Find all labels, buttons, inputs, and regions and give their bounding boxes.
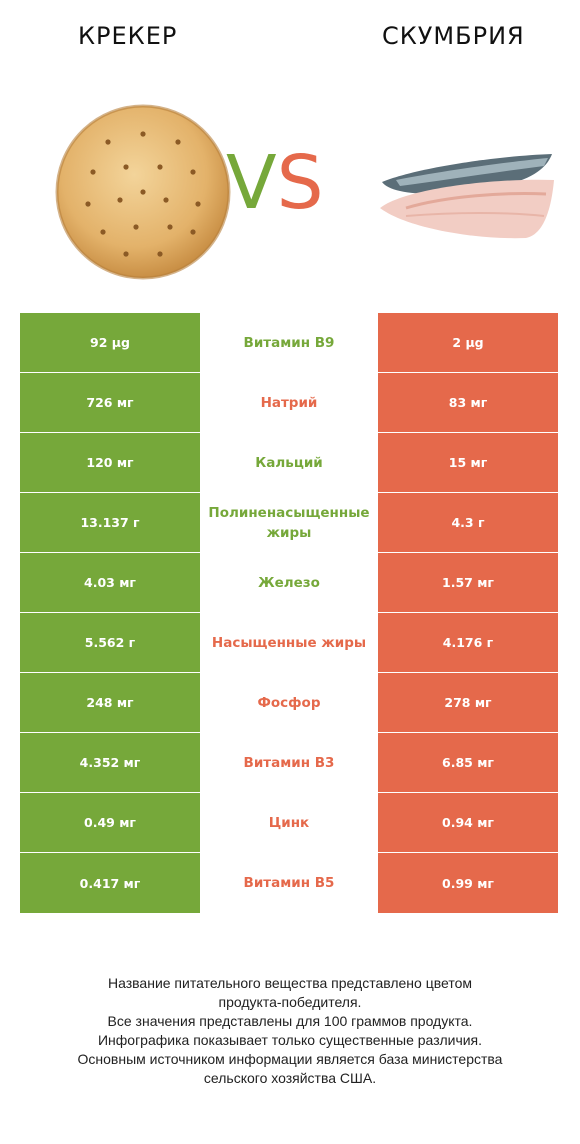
- table-row: 726 мг Натрий 83 мг: [20, 373, 558, 433]
- cracker-hole: [140, 189, 146, 195]
- left-value: 248 мг: [20, 673, 200, 733]
- cracker-hole: [133, 224, 139, 230]
- table-row: 13.137 г Полиненасыщенные жиры 4.3 г: [20, 493, 558, 553]
- nutrient-label: Кальций: [200, 433, 378, 493]
- right-value: 2 µg: [378, 313, 558, 373]
- right-value: 1.57 мг: [378, 553, 558, 613]
- nutrient-label: Цинк: [200, 793, 378, 853]
- comparison-table: 92 µg Витамин B9 2 µg 726 мг Натрий 83 мг 120 …: [20, 313, 558, 913]
- cracker-hole: [123, 251, 129, 257]
- product-left-title: КРЕКЕР: [78, 22, 178, 50]
- cracker-hole: [190, 169, 196, 175]
- cracker-hole: [85, 201, 91, 207]
- footnote-line: Все значения представлены для 100 граммо…: [107, 1013, 473, 1029]
- cracker-hole: [157, 251, 163, 257]
- vs-label: VS: [226, 128, 324, 238]
- right-value: 0.94 мг: [378, 793, 558, 853]
- table-row: 5.562 г Насыщенные жиры 4.176 г: [20, 613, 558, 673]
- right-value: 278 мг: [378, 673, 558, 733]
- left-value: 5.562 г: [20, 613, 200, 673]
- left-value: 0.49 мг: [20, 793, 200, 853]
- table-row: 120 мг Кальций 15 мг: [20, 433, 558, 493]
- mackerel-image: [380, 154, 554, 239]
- cracker-image: [55, 104, 231, 280]
- nutrient-label: Фосфор: [200, 673, 378, 733]
- left-value: 92 µg: [20, 313, 200, 373]
- cracker-hole: [100, 229, 106, 235]
- cracker-hole: [105, 139, 111, 145]
- cracker-hole: [195, 201, 201, 207]
- cracker-hole: [90, 169, 96, 175]
- cracker-hole: [190, 229, 196, 235]
- footnote-line: Основным источником информации является …: [77, 1051, 503, 1067]
- vs-v: V: [226, 140, 277, 226]
- cracker-hole: [163, 197, 169, 203]
- left-value: 0.417 мг: [20, 853, 200, 913]
- left-value: 726 мг: [20, 373, 200, 433]
- cracker-hole: [123, 164, 129, 170]
- right-value: 4.3 г: [378, 493, 558, 553]
- footnote-line: Название питательного вещества представл…: [107, 975, 473, 991]
- footnote-line: сельского хозяйства США.: [203, 1070, 377, 1086]
- footnote: Название питательного вещества представл…: [20, 974, 560, 1088]
- nutrient-label: Натрий: [200, 373, 378, 433]
- nutrient-label: Витамин B3: [200, 733, 378, 793]
- left-value: 4.03 мг: [20, 553, 200, 613]
- nutrient-label: Насыщенные жиры: [200, 613, 378, 673]
- product-right-title: СКУМБРИЯ: [382, 22, 525, 50]
- table-row: 4.352 мг Витамин B3 6.85 мг: [20, 733, 558, 793]
- table-row: 0.49 мг Цинк 0.94 мг: [20, 793, 558, 853]
- table-row: 92 µg Витамин B9 2 µg: [20, 313, 558, 373]
- footnote-line: Инфографика показывает только существенн…: [97, 1032, 483, 1048]
- table-row: 0.417 мг Витамин B5 0.99 мг: [20, 853, 558, 913]
- nutrient-label: Железо: [200, 553, 378, 613]
- table-row: 248 мг Фосфор 278 мг: [20, 673, 558, 733]
- nutrient-label: Витамин B9: [200, 313, 378, 373]
- cracker-hole: [157, 164, 163, 170]
- right-value: 0.99 мг: [378, 853, 558, 913]
- footnote-line: продукта-победителя.: [218, 994, 362, 1010]
- right-value: 4.176 г: [378, 613, 558, 673]
- left-value: 120 мг: [20, 433, 200, 493]
- left-value: 13.137 г: [20, 493, 200, 553]
- nutrient-label: Полиненасыщенные жиры: [200, 493, 378, 553]
- cracker-hole: [140, 131, 146, 137]
- cracker-hole: [175, 139, 181, 145]
- right-value: 83 мг: [378, 373, 558, 433]
- left-value: 4.352 мг: [20, 733, 200, 793]
- nutrient-label: Витамин B5: [200, 853, 378, 913]
- right-value: 15 мг: [378, 433, 558, 493]
- vs-s: S: [276, 140, 324, 226]
- right-value: 6.85 мг: [378, 733, 558, 793]
- table-row: 4.03 мг Железо 1.57 мг: [20, 553, 558, 613]
- cracker-hole: [117, 197, 123, 203]
- cracker-hole: [167, 224, 173, 230]
